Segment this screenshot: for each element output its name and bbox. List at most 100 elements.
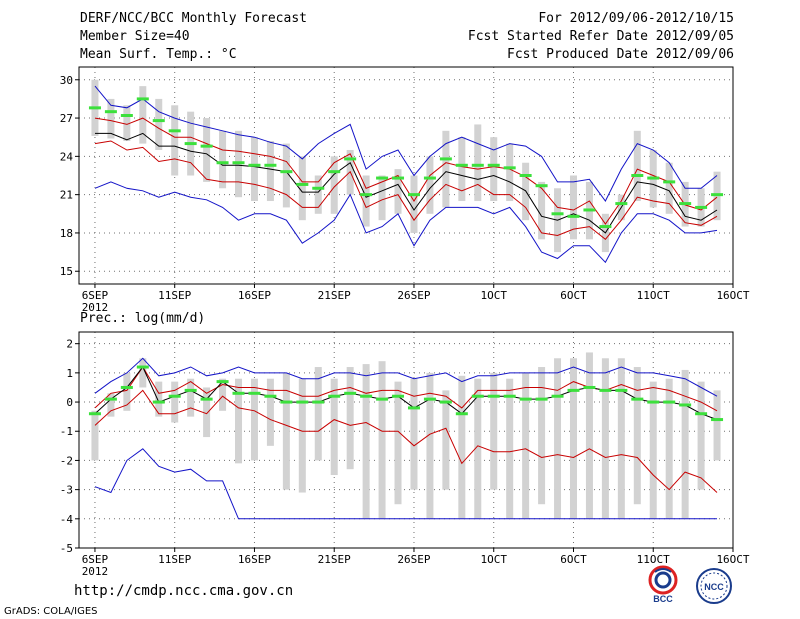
x-tick-label: 1OCT xyxy=(480,553,507,566)
series-line xyxy=(94,448,717,520)
spread-box xyxy=(330,156,338,214)
spread-box xyxy=(522,372,530,519)
spread-box xyxy=(442,390,450,490)
spread-box xyxy=(282,372,290,490)
x-tick-label: 6SEP xyxy=(82,553,109,566)
x-tick-label: 16OCT xyxy=(716,553,749,566)
y-tick-label: 1 xyxy=(66,367,73,380)
forecast-produced-label: Fcst Produced Date 2012/09/06 xyxy=(507,47,734,62)
y-tick-label: -1 xyxy=(60,425,73,438)
x-tick-label: 11SEP xyxy=(158,553,191,566)
spread-box xyxy=(394,169,402,214)
x-tick-label: 11OCT xyxy=(637,553,670,566)
spread-box xyxy=(426,372,434,519)
spread-box xyxy=(426,156,434,214)
forecast-started-label: Fcst Started Refer Date 2012/09/05 xyxy=(467,29,734,44)
x-tick-label: 6SEP xyxy=(82,289,109,302)
series-line xyxy=(95,132,718,234)
spread-box xyxy=(394,381,402,505)
spread-box xyxy=(442,130,450,208)
source-url[interactable]: http://cmdp.ncc.cma.gov.cn xyxy=(74,583,294,599)
series-line xyxy=(94,181,718,264)
y-tick-label: -3 xyxy=(60,484,73,497)
series-line xyxy=(94,389,718,493)
spread-box xyxy=(123,372,131,411)
spread-box xyxy=(585,352,593,519)
spread-box xyxy=(665,162,673,214)
spread-box xyxy=(298,156,306,221)
x-tick-label: 6OCT xyxy=(560,553,587,566)
spread-box xyxy=(458,375,466,519)
y-tick-label: 30 xyxy=(60,74,73,87)
spread-box xyxy=(713,390,721,461)
series-line xyxy=(94,117,718,225)
spread-box xyxy=(203,387,211,438)
x-tick-label: 6OCT xyxy=(560,289,587,302)
y-tick-label: -4 xyxy=(60,513,74,526)
x-tick-label: 11SEP xyxy=(158,289,191,302)
x-tick-label: 21SEP xyxy=(318,553,351,566)
spread-box xyxy=(665,378,673,519)
spread-box xyxy=(410,378,418,490)
spread-box xyxy=(490,372,498,490)
series-line xyxy=(94,85,718,202)
spread-box xyxy=(474,124,482,202)
y-tick-label: 2 xyxy=(66,338,73,351)
spread-box xyxy=(474,378,482,519)
spread-box xyxy=(171,381,179,423)
y-tick-label: 0 xyxy=(66,396,73,409)
y-tick-label: 15 xyxy=(60,265,73,278)
x-tick-label: 11OCT xyxy=(637,289,670,302)
x-year-label: 2012 xyxy=(82,565,109,578)
spread-box xyxy=(139,358,147,388)
spread-box xyxy=(219,378,227,411)
spread-box xyxy=(91,410,99,461)
spread-box xyxy=(569,175,577,240)
series-line xyxy=(94,366,718,412)
spread-box xyxy=(362,364,370,519)
spread-box xyxy=(346,367,354,470)
x-tick-label: 26SEP xyxy=(397,553,430,566)
x-tick-label: 1OCT xyxy=(480,289,507,302)
plot-frame xyxy=(78,66,734,285)
spread-box xyxy=(250,137,258,202)
spread-box xyxy=(601,358,609,519)
x-tick-label: 26SEP xyxy=(397,289,430,302)
spread-box xyxy=(250,378,258,461)
y-tick-label: -5 xyxy=(60,542,73,555)
y-tick-label: 21 xyxy=(60,189,73,202)
spread-box xyxy=(107,98,115,139)
y-tick-label: 27 xyxy=(60,112,73,125)
spread-box xyxy=(314,175,322,214)
spread-box xyxy=(235,378,243,464)
spread-box xyxy=(203,118,211,182)
spread-box xyxy=(506,378,514,519)
spread-box xyxy=(633,130,641,202)
spread-box xyxy=(155,381,163,417)
grads-credit: GrADS: COLA/IGES xyxy=(4,606,98,617)
chart-title: DERF/NCC/BCC Monthly Forecast xyxy=(80,11,307,26)
spread-box xyxy=(538,367,546,505)
temperature-panel: 15 18 21 24 27 30 6SEP 11SEP 16SEP 21SEP 26SEP 1OCT… xyxy=(60,66,750,314)
spread-box xyxy=(633,367,641,505)
spread-box xyxy=(697,381,705,490)
x-tick-label: 21SEP xyxy=(318,289,351,302)
spread-box xyxy=(410,175,418,233)
spread-box xyxy=(458,137,466,202)
series-line xyxy=(94,366,718,421)
x-year-label: 2012 xyxy=(82,301,109,314)
spread-box xyxy=(123,105,131,142)
spread-box xyxy=(490,137,498,202)
series-line xyxy=(94,357,718,397)
spread-box xyxy=(649,381,657,519)
x-tick-label: 16OCT xyxy=(716,289,749,302)
spread-box xyxy=(298,378,306,493)
y-tick-label: -2 xyxy=(60,454,73,467)
plot-frame xyxy=(78,331,734,549)
y-tick-label: 24 xyxy=(60,150,74,163)
x-tick-label: 16SEP xyxy=(238,553,271,566)
spread-box xyxy=(378,175,386,221)
spread-box xyxy=(378,361,386,519)
